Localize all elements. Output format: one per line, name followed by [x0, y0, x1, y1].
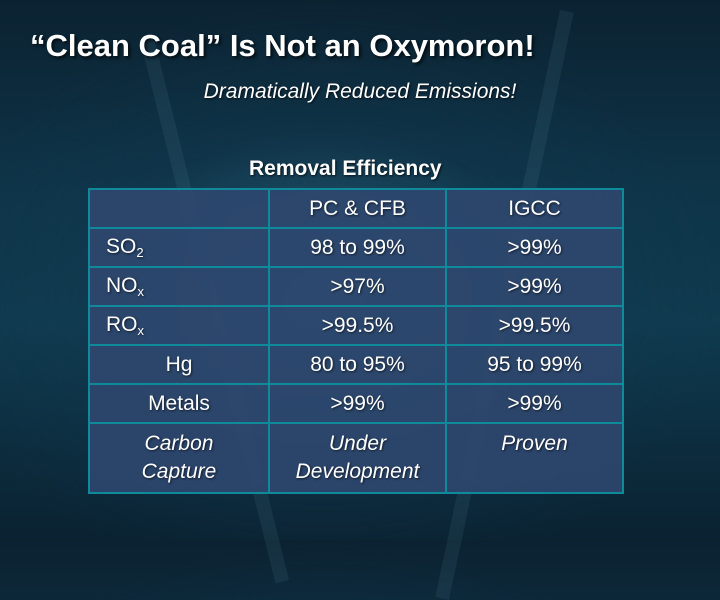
row-label-nox: NOx	[88, 266, 270, 307]
row-label-text: SO	[106, 235, 137, 258]
cell-igcc: >99%	[445, 227, 624, 268]
row-label-carbon-capture: Carbon Capture	[88, 422, 270, 494]
cell-pc-cfb: >97%	[268, 266, 447, 307]
row-label-subscript: 2	[136, 245, 144, 260]
cell-igcc: >99%	[445, 266, 624, 307]
row-label-text: RO	[106, 313, 138, 336]
row-label-text: NO	[106, 274, 138, 297]
header-cell-pc-cfb: PC & CFB	[268, 188, 447, 229]
slide-title: “Clean Coal” Is Not an Oxymoron!	[30, 28, 535, 63]
cell-igcc: 95 to 99%	[445, 344, 624, 385]
cell-igcc: >99.5%	[445, 305, 624, 346]
value-line-2: Development	[295, 460, 420, 483]
cell-pc-cfb: >99%	[268, 383, 447, 424]
cell-pc-cfb: Under Development	[268, 422, 447, 494]
value-line-1: Under	[328, 432, 387, 455]
label-line-2: Capture	[141, 460, 217, 483]
label-line-1: Carbon	[144, 432, 214, 455]
cell-pc-cfb: >99.5%	[268, 305, 447, 346]
row-label-metals: Metals	[88, 383, 270, 424]
header-cell-igcc: IGCC	[445, 188, 624, 229]
table-row: SO2 98 to 99% >99%	[88, 227, 624, 268]
cell-igcc: >99%	[445, 383, 624, 424]
cell-pc-cfb: 80 to 95%	[268, 344, 447, 385]
row-label-subscript: x	[137, 323, 145, 338]
slide-subtitle: Dramatically Reduced Emissions!	[203, 80, 517, 103]
row-label-rox: ROx	[88, 305, 270, 346]
row-label-hg: Hg	[88, 344, 270, 385]
table-row: ROx >99.5% >99.5%	[88, 305, 624, 346]
row-label-so2: SO2	[88, 227, 270, 268]
table-header-row: PC & CFB IGCC	[88, 188, 624, 229]
table-caption: Removal Efficiency	[249, 157, 442, 180]
cell-igcc: Proven	[445, 422, 624, 494]
removal-efficiency-table: PC & CFB IGCC SO2 98 to 99% >99% NOx >97…	[88, 188, 624, 494]
table-row: Carbon Capture Under Development Proven	[88, 422, 624, 494]
header-cell-empty	[88, 188, 270, 229]
table-row: Hg 80 to 95% 95 to 99%	[88, 344, 624, 385]
table-row: NOx >97% >99%	[88, 266, 624, 307]
row-label-subscript: x	[137, 284, 145, 299]
table-row: Metals >99% >99%	[88, 383, 624, 424]
cell-pc-cfb: 98 to 99%	[268, 227, 447, 268]
